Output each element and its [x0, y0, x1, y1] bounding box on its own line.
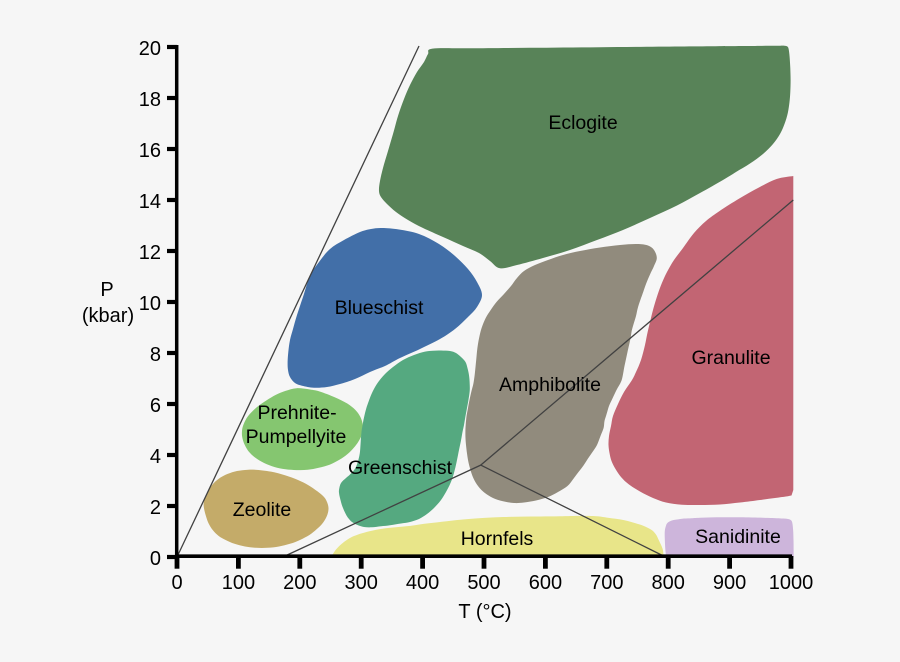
svg-text:2: 2: [150, 497, 161, 519]
svg-text:4: 4: [150, 446, 161, 468]
svg-text:Prehnite-: Prehnite-: [257, 402, 336, 424]
svg-text:0: 0: [150, 548, 161, 570]
svg-text:200: 200: [283, 572, 316, 594]
svg-text:12: 12: [139, 242, 161, 264]
svg-text:6: 6: [150, 395, 161, 417]
svg-text:700: 700: [590, 572, 623, 594]
svg-text:0: 0: [171, 572, 182, 594]
svg-text:Sanidinite: Sanidinite: [695, 526, 781, 548]
svg-text:10: 10: [139, 293, 161, 315]
svg-text:Zeolite: Zeolite: [233, 499, 292, 521]
svg-text:Hornfels: Hornfels: [461, 528, 534, 550]
svg-text:8: 8: [150, 344, 161, 366]
svg-text:14: 14: [139, 191, 161, 213]
svg-text:Greenschist: Greenschist: [348, 457, 453, 479]
svg-text:600: 600: [529, 572, 562, 594]
svg-text:100: 100: [222, 572, 255, 594]
svg-text:Pumpellyite: Pumpellyite: [246, 426, 347, 448]
svg-text:900: 900: [713, 572, 746, 594]
svg-text:800: 800: [652, 572, 685, 594]
svg-text:Eclogite: Eclogite: [548, 112, 617, 134]
svg-text:P: P: [100, 279, 113, 301]
svg-text:20: 20: [139, 38, 161, 60]
svg-text:18: 18: [139, 89, 161, 111]
svg-text:Amphibolite: Amphibolite: [499, 374, 601, 396]
svg-text:16: 16: [139, 140, 161, 162]
svg-text:T (°C): T (°C): [458, 601, 511, 623]
svg-text:1000: 1000: [769, 572, 814, 594]
svg-text:(kbar): (kbar): [82, 305, 134, 327]
svg-text:400: 400: [406, 572, 439, 594]
svg-text:Blueschist: Blueschist: [335, 297, 424, 319]
svg-text:300: 300: [345, 572, 378, 594]
svg-text:Granulite: Granulite: [691, 347, 770, 369]
svg-text:500: 500: [467, 572, 500, 594]
